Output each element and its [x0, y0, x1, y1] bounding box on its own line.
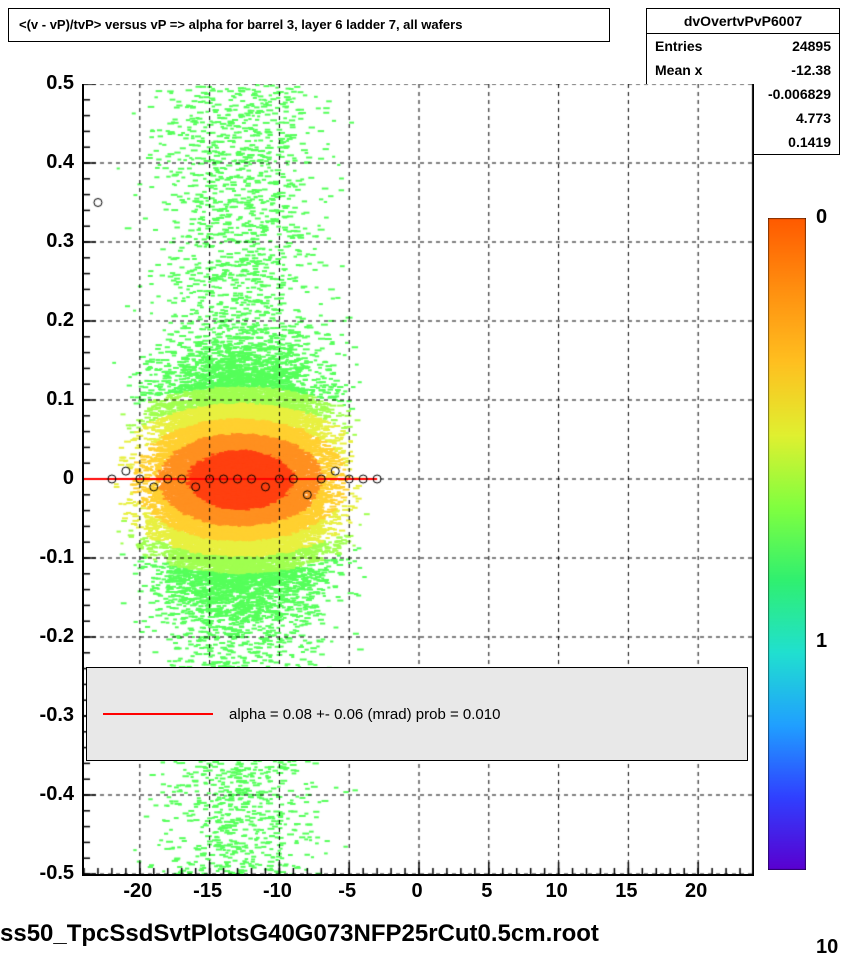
x-tick-label: 20 [676, 880, 716, 903]
colorbar [768, 218, 806, 870]
x-tick-label: -5 [327, 880, 367, 903]
y-tick-label: -0.2 [0, 625, 74, 648]
stats-row: Mean x -12.38 [647, 58, 839, 82]
stats-label: Entries [655, 38, 702, 54]
y-tick-label: 0.1 [0, 388, 74, 411]
y-tick-label: 0.5 [0, 72, 74, 95]
legend-line-sample [103, 713, 213, 715]
y-tick-label: -0.1 [0, 546, 74, 569]
stats-label: Mean x [655, 62, 702, 78]
x-tick-label: -10 [257, 880, 297, 903]
x-tick-label: 10 [537, 880, 577, 903]
x-tick-label: 15 [606, 880, 646, 903]
y-tick-label: -0.4 [0, 783, 74, 806]
footer-filename: ss50_TpcSsdSvtPlotsG40G073NFP25rCut0.5cm… [0, 920, 599, 948]
stats-value: -12.38 [791, 62, 831, 78]
colorbar-label: 10 [816, 936, 838, 959]
stats-row: Entries 24895 [647, 34, 839, 58]
stats-value: 0.1419 [788, 134, 831, 150]
stats-value: 24895 [792, 38, 831, 54]
chart-title-text: <(v - vP)/tvP> versus vP => alpha for ba… [19, 17, 462, 32]
stats-value: 4.773 [796, 110, 831, 126]
colorbar-label: 0 [816, 206, 827, 229]
y-tick-label: 0.2 [0, 309, 74, 332]
y-tick-label: 0 [0, 467, 74, 490]
y-tick-label: 0.3 [0, 230, 74, 253]
y-tick-label: -0.5 [0, 862, 74, 885]
x-tick-label: 5 [467, 880, 507, 903]
colorbar-label: 1 [816, 630, 827, 653]
legend-text: alpha = 0.08 +- 0.06 (mrad) prob = 0.010 [229, 706, 500, 723]
stats-title: dvOvertvPvP6007 [647, 9, 839, 34]
stats-value: -0.006829 [768, 86, 831, 102]
fit-legend-box: alpha = 0.08 +- 0.06 (mrad) prob = 0.010 [86, 667, 748, 761]
x-tick-label: -15 [188, 880, 228, 903]
y-tick-label: -0.3 [0, 704, 74, 727]
x-tick-label: 0 [397, 880, 437, 903]
y-tick-label: 0.4 [0, 151, 74, 174]
colorbar-canvas [768, 218, 806, 870]
chart-title-box: <(v - vP)/tvP> versus vP => alpha for ba… [8, 8, 610, 42]
x-tick-label: -20 [118, 880, 158, 903]
